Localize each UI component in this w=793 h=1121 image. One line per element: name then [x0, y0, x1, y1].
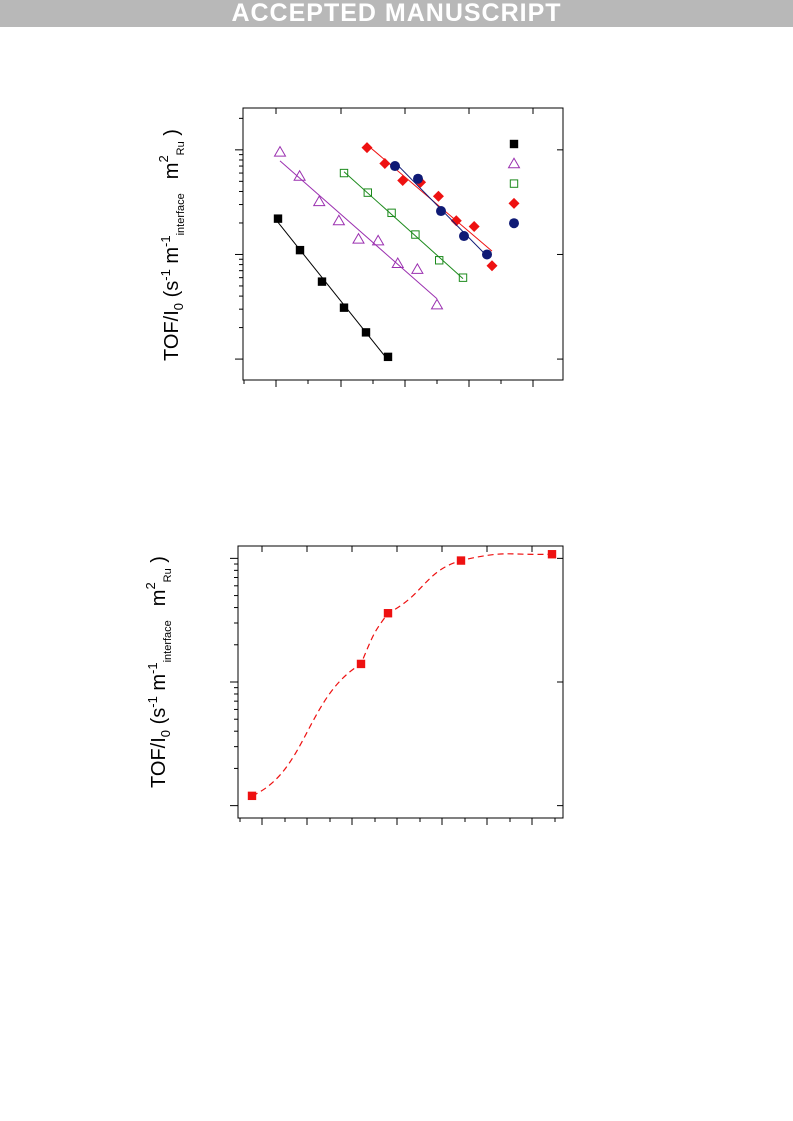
- chart-1-axis-ticks: [235, 108, 563, 387]
- ylabel-sub0: 0: [158, 730, 173, 737]
- data-point: [391, 256, 405, 268]
- data-point: [363, 188, 373, 197]
- data-point: [432, 190, 444, 202]
- chart-2-series: [247, 550, 557, 801]
- ylabel-open: (s: [161, 281, 183, 303]
- ylabel-main: TOF/I: [148, 737, 170, 788]
- accepted-manuscript-banner: ACCEPTED MANUSCRIPT: [0, 0, 793, 27]
- data-point: [361, 328, 371, 337]
- chart-2-ylabel: TOF/I0 (s-1 m-1interfacem2Ru ): [143, 556, 174, 788]
- series-2: [273, 145, 444, 310]
- data-point: [486, 260, 498, 272]
- chart-2-plot-frame: [237, 545, 564, 819]
- data-point: [383, 352, 393, 362]
- ylabel-m2: m: [148, 590, 170, 607]
- data-point: [356, 659, 366, 669]
- data-point: [383, 609, 393, 618]
- data-point: [390, 161, 400, 172]
- data-point: [397, 174, 409, 186]
- ylabel-open: (s: [148, 708, 170, 730]
- ylabel-sub0: 0: [171, 303, 186, 310]
- chart-2-axis-ticks: [230, 546, 563, 825]
- chart-2: TOF/I0 (s-1 m-1interfacem2Ru ): [143, 545, 564, 825]
- data-point: [468, 221, 480, 233]
- chart-1-plot-frame: [242, 107, 564, 381]
- svg-text:TOF/I0 (s-1 m-1interfacem2Ru ): TOF/I0 (s-1 m-1interfacem2Ru ): [143, 556, 174, 788]
- data-point: [312, 195, 326, 207]
- data-point: [352, 232, 365, 244]
- ylabel-sub-interface: interface: [175, 193, 187, 235]
- series-5: [390, 161, 492, 260]
- data-point: [482, 249, 492, 260]
- data-point: [459, 231, 469, 242]
- ylabel-sup3: 2: [156, 155, 171, 162]
- chart-1: TOF/I0 (s-1 m-1interfacem2Ru ): [156, 107, 564, 387]
- series-1: [273, 214, 393, 362]
- data-point: [450, 215, 462, 227]
- fit-line: [277, 222, 389, 361]
- data-point: [413, 173, 423, 184]
- ylabel-sup3: 2: [143, 582, 158, 589]
- ylabel-main: TOF/I: [161, 310, 183, 361]
- series-1: [247, 550, 557, 801]
- data-point: [317, 277, 327, 286]
- ylabel-sup1: -1: [158, 269, 173, 281]
- data-point: [547, 550, 557, 559]
- series-3: [339, 168, 468, 282]
- ylabel-close: ): [161, 129, 183, 141]
- ylabel-sup2: -1: [145, 662, 160, 674]
- ylabel-sup2: -1: [158, 235, 173, 247]
- data-point: [371, 234, 385, 246]
- ylabel-m: m: [148, 674, 170, 696]
- data-point: [361, 142, 373, 154]
- legend-marker: [508, 197, 520, 209]
- ylabel-sup1: -1: [145, 696, 160, 708]
- ylabel-sub-ru: Ru: [162, 568, 174, 582]
- data-point: [411, 230, 420, 239]
- data-point: [435, 256, 444, 265]
- data-point: [339, 168, 349, 178]
- data-point: [411, 262, 424, 274]
- legend-marker: [509, 139, 519, 149]
- svg-text:TOF/I0 (s-1 m-1interfacem2Ru ): TOF/I0 (s-1 m-1interfacem2Ru ): [156, 129, 187, 361]
- data-point: [247, 791, 257, 801]
- data-point: [339, 303, 349, 312]
- data-point: [379, 158, 391, 170]
- fit-line: [279, 160, 438, 300]
- chart-1-legend: [507, 139, 521, 229]
- data-point: [458, 273, 468, 282]
- ylabel-m2: m: [161, 163, 183, 180]
- ylabel-m: m: [161, 247, 183, 269]
- data-point: [293, 169, 306, 181]
- data-point: [430, 298, 444, 310]
- data-point: [387, 208, 396, 218]
- legend-marker: [509, 179, 519, 188]
- data-point: [273, 145, 287, 157]
- data-point: [332, 214, 346, 226]
- data-point: [436, 206, 446, 217]
- legend-marker: [509, 218, 519, 229]
- fit-line: [343, 171, 464, 279]
- legend-marker: [507, 157, 521, 169]
- fit-curve: [251, 553, 553, 797]
- data-point: [456, 556, 466, 565]
- chart-1-series: [273, 142, 498, 362]
- data-point: [295, 245, 305, 255]
- series-4: [361, 142, 498, 272]
- ylabel-close: ): [148, 556, 170, 568]
- chart-1-ylabel: TOF/I0 (s-1 m-1interfacem2Ru ): [156, 129, 187, 361]
- ylabel-sub-ru: Ru: [175, 141, 187, 155]
- ylabel-sub-interface: interface: [162, 620, 174, 662]
- data-point: [273, 214, 283, 223]
